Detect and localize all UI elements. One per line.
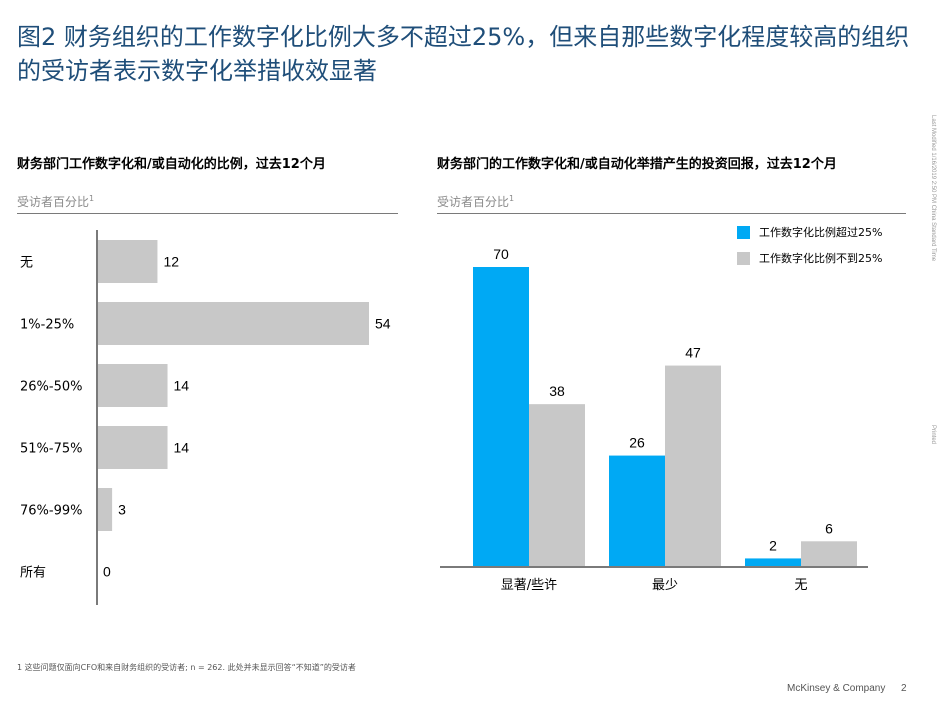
right-chart-subtitle: 受访者百分比1 [437,193,514,210]
legend-label: 工作数字化比例超过25% [759,226,883,239]
category-label: 26%-50% [20,380,82,395]
category-label: 所有 [20,566,46,581]
category-label: 76%-99% [20,504,82,519]
legend-swatch-blue [737,225,750,239]
category-label: 显著/些许 [501,578,557,593]
legend-label: 工作数字化比例不到25% [759,252,883,265]
data-label: 3 [118,502,126,518]
column-2-1 [801,541,857,567]
column-0-0 [473,267,529,567]
column-1-0 [609,455,665,567]
brand-name: McKinsey & Company [787,683,886,694]
data-label: 14 [174,440,190,456]
column-0-1 [529,404,585,567]
left-bar-chart: 无 12 1%-25% 54 26%-50% 14 51%-75% 14 76%-99% 3 所有 0 [20,230,391,605]
data-label: 70 [493,246,509,262]
left-divider [17,213,398,214]
legend-swatch-gray [737,251,750,265]
left-footnote-mark: 1 [89,194,95,203]
right-chart-title: 财务部门的工作数字化和/或自动化举措产生的投资回报，过去12个月 [437,157,837,172]
data-label: 54 [375,316,391,332]
bar-4 [97,488,113,531]
right-footnote-mark: 1 [509,194,515,203]
data-label: 12 [163,254,179,270]
bar-0 [97,240,158,283]
category-label: 最少 [652,578,678,593]
data-label: 2 [769,537,777,553]
page-title: 图2 财务组织的工作数字化比例大多不超过25%，但来自那些数字化程度较高的组织的… [17,23,910,85]
left-chart-title: 财务部门工作数字化和/或自动化的比例，过去12个月 [17,157,326,172]
column-1-1 [665,365,721,567]
category-label: 51%-75% [20,442,82,457]
data-label: 14 [174,378,190,394]
bar-3 [97,426,168,469]
legend-item-over-25: 工作数字化比例超过25% [737,224,882,240]
category-label: 无 [20,256,33,271]
legend-item-under-25: 工作数字化比例不到25% [737,250,882,266]
page-number: 2 [901,683,907,694]
data-label: 0 [103,564,111,580]
footnote: 1 这些问题仅面向CFO和来自财务组织的受访者; n = 262. 此处并未显示… [17,663,356,672]
printed-note: Printed [930,425,936,445]
category-label: 1%-25% [20,318,74,333]
bar-1 [97,302,369,345]
last-modified-note: Last Modified 1/16/2019 2:50 PM China St… [930,115,936,262]
bar-2 [97,364,168,407]
column-2-0 [745,558,801,567]
data-label: 26 [629,435,645,451]
category-label: 无 [794,578,807,593]
data-label: 47 [685,345,701,361]
left-chart-subtitle: 受访者百分比1 [17,193,94,210]
right-divider [437,213,906,214]
data-label: 38 [549,383,565,399]
left-subtitle-text: 受访者百分比 [17,195,90,209]
right-subtitle-text: 受访者百分比 [437,195,510,209]
data-label: 6 [825,520,833,536]
